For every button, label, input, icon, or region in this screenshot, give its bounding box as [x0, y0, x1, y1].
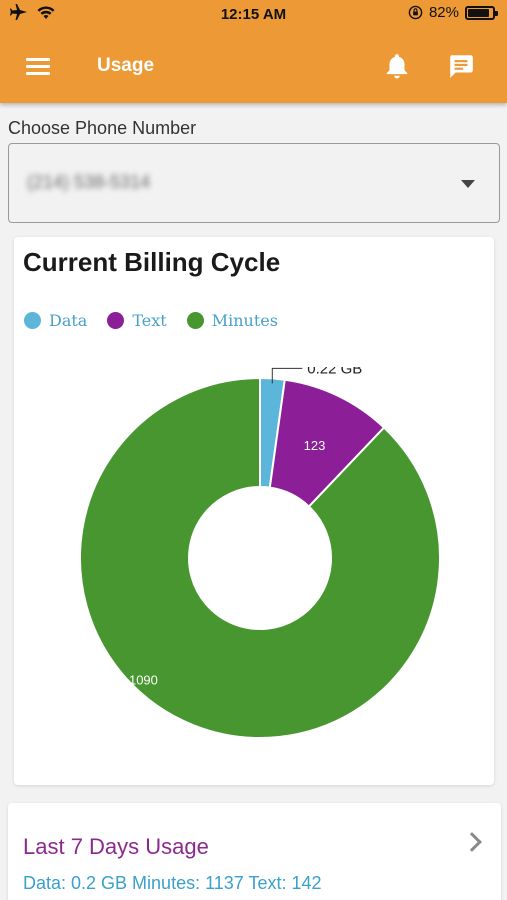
data-label-data: 0.22 GB — [307, 367, 362, 377]
chevron-right-icon — [462, 832, 482, 852]
legend-dot-minutes — [186, 312, 204, 329]
legend-item-minutes[interactable]: Minutes — [186, 311, 278, 330]
page-title: Usage — [97, 55, 155, 76]
battery-icon — [465, 5, 498, 20]
legend-dot-text — [107, 312, 125, 329]
rotation-lock-icon — [408, 5, 423, 20]
last-7-days-stats: Data: 0.2 GB Minutes: 1137 Text: 142 — [23, 873, 322, 893]
last-7-days-title: Last 7 Days Usage — [23, 834, 209, 859]
phone-number-value: (214) 538-5314 — [27, 172, 151, 192]
donut-slice-minutes[interactable] — [79, 376, 441, 739]
legend-label-minutes: Minutes — [211, 311, 278, 330]
data-label-leader — [271, 367, 303, 384]
data-label-minutes: 1090 — [129, 673, 158, 688]
legend-dot-data — [24, 312, 41, 329]
billing-cycle-card: Current Billing Cycle Data Text Minutes … — [14, 237, 494, 785]
status-time: 12:15 AM — [220, 6, 287, 23]
battery-percent: 82% — [428, 4, 459, 21]
app-header: 12:15 AM 82% Usage — [0, 0, 507, 103]
status-bar: 12:15 AM 82% — [0, 0, 507, 30]
data-label-text: 123 — [304, 438, 326, 453]
last-7-days-card[interactable]: Last 7 Days Usage Data: 0.2 GB Minutes: … — [8, 803, 501, 900]
toolbar: Usage — [0, 44, 507, 88]
chart-legend: Data Text Minutes — [24, 311, 278, 330]
wifi-icon — [37, 5, 55, 19]
phone-number-select[interactable]: (214) 538-5314 — [8, 143, 500, 223]
menu-icon[interactable] — [22, 52, 54, 80]
legend-item-data[interactable]: Data — [24, 311, 87, 330]
usage-donut-chart: 0.22 GB 123 1090 — [79, 367, 441, 739]
billing-cycle-title: Current Billing Cycle — [23, 247, 281, 277]
caret-down-icon — [461, 180, 475, 188]
legend-item-text[interactable]: Text — [107, 311, 167, 330]
airplane-icon — [10, 4, 27, 20]
status-right: 82% — [408, 4, 498, 21]
legend-label-data: Data — [49, 311, 88, 330]
status-left — [10, 4, 56, 20]
phone-number-label: Choose Phone Number — [8, 118, 197, 138]
chat-icon[interactable] — [447, 52, 475, 80]
battery-level — [468, 8, 490, 17]
legend-label-text: Text — [132, 311, 167, 330]
bell-icon[interactable] — [384, 52, 410, 80]
